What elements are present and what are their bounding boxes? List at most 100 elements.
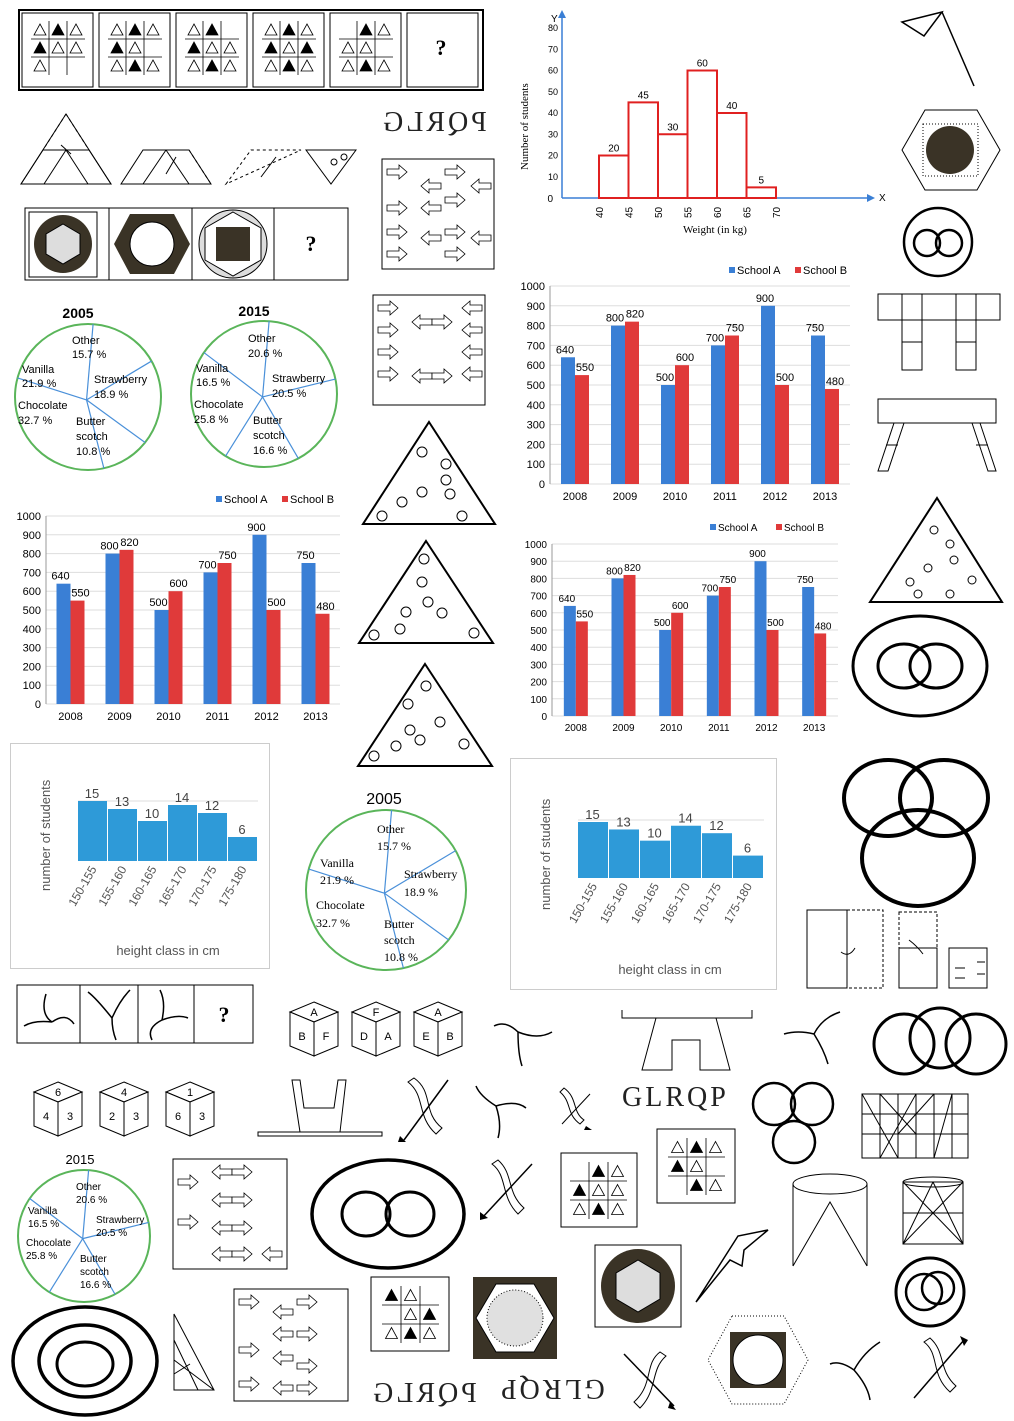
bar-value-label: 600: [672, 601, 689, 612]
bar-value-label: 13: [115, 794, 129, 809]
pie-label: scotch: [253, 430, 285, 442]
x-tick-label: 170-175: [690, 880, 724, 925]
legend-label: School B: [784, 523, 824, 534]
pie-label: 21.9 %: [320, 873, 354, 887]
bar-school-a: [811, 335, 825, 484]
triangle-icon: [610, 1164, 625, 1177]
pie-slice-divider: [383, 810, 393, 894]
circle-hexagon-box: [594, 1244, 682, 1328]
triangle-icon: [377, 59, 391, 72]
bar-value-label: 45: [638, 90, 650, 101]
bar-value-label: 640: [556, 344, 574, 356]
bar-school-b: [675, 365, 689, 484]
three-circles-chain: [872, 1006, 1008, 1076]
x-tick-label: 175-180: [215, 863, 249, 908]
arrow-icon: [386, 224, 408, 240]
dotted-triangle-1: [361, 420, 497, 525]
x-tick-label: 165-170: [659, 880, 693, 925]
y-tick-label: 400: [530, 643, 547, 654]
bar-school-a: [203, 572, 218, 704]
triangle-icon: [572, 1183, 587, 1196]
pie-chart-2015-small: 2015 Other 20.6 % Vanilla 16.5 % Strawbe…: [190, 303, 338, 468]
shape-question-mark: ?: [306, 231, 317, 256]
pie-chart-2005-small: 2005 Other 15.7 % Vanilla 21.9 % Strawbe…: [14, 305, 162, 471]
die-label: A: [384, 1031, 392, 1043]
triangle-icon: [187, 41, 201, 54]
pie-slice-divider: [86, 360, 152, 401]
bar-value-label: 480: [826, 376, 844, 388]
bar-school-b: [814, 633, 827, 716]
triangle-icon: [572, 1202, 587, 1215]
die-label: A: [434, 1007, 442, 1019]
y-axis-title: number of students: [538, 798, 553, 910]
bar-value-label: 800: [100, 541, 118, 553]
bar-value-label: 500: [656, 372, 674, 384]
histogram-bar: [609, 829, 639, 878]
pie-slice-divider: [308, 868, 385, 894]
pie-chart-2015-bottom: 2015 Other 20.6 % Vanilla 16.5 % Strawbe…: [17, 1152, 151, 1303]
pie-slice-divider: [225, 396, 264, 457]
bar-school-b: [315, 613, 330, 704]
arrow-icon: [211, 1220, 233, 1236]
histogram-bar: [733, 855, 763, 878]
bar-value-label: 900: [749, 549, 766, 560]
pie-label: Chocolate: [194, 399, 244, 411]
height-histogram-1: 15150-15513155-16010160-16514165-1701217…: [38, 779, 258, 958]
triangle-icon: [264, 41, 278, 54]
bar-school-a: [563, 605, 576, 716]
triangle-icon: [670, 1159, 685, 1172]
arrow-icon: [296, 1294, 318, 1310]
pie-label: 20.6 %: [248, 348, 282, 360]
bar-value-label: 13: [616, 814, 630, 829]
pie-label: Chocolate: [18, 400, 68, 412]
arrow-icon: [211, 1246, 233, 1262]
y-tick-label: 100: [530, 695, 547, 706]
x-tick-label: 2008: [565, 723, 588, 734]
x-tick-label: 2010: [156, 711, 180, 723]
dotted-triangle-2: [357, 539, 495, 644]
bar-value-label: 750: [218, 550, 236, 562]
triangle-icon: [33, 41, 47, 54]
bar-value-label: 700: [706, 332, 724, 344]
y-tick-label: 100: [527, 459, 545, 471]
triangle-icon: [282, 41, 296, 54]
triangle-icon: [689, 1159, 704, 1172]
bar-value-label: 820: [120, 537, 138, 549]
bar-value-label: 500: [767, 618, 784, 629]
pie-slice-divider: [17, 377, 87, 401]
pie-label: Vanilla: [320, 856, 355, 870]
x-tick-label: 2012: [763, 491, 787, 503]
triangle-icon: [422, 1326, 437, 1339]
x-tick-label: 2008: [58, 711, 82, 723]
cube-diagonals-figure: [902, 1176, 964, 1245]
bar-school-b: [725, 335, 739, 484]
school-bar-chart-2: 0100200300400500600700800900100020086405…: [17, 494, 340, 723]
propeller-sequence-boxes: ?: [16, 984, 254, 1044]
bar-school-b: [775, 385, 789, 484]
die-label: 6: [55, 1087, 61, 1099]
arrow-icon: [377, 344, 399, 360]
y-tick-label: 300: [530, 660, 547, 671]
triangle-icon: [384, 1326, 399, 1339]
arrow-icon: [420, 200, 442, 216]
bar-value-label: 600: [169, 578, 187, 590]
x-tick-label: 50: [654, 206, 665, 218]
x-tick-label: 2011: [206, 711, 230, 723]
arrow-icon: [296, 1358, 318, 1374]
bar-value-label: 15: [585, 807, 599, 822]
y-tick-label: 700: [530, 592, 547, 603]
pie-label: scotch: [384, 933, 415, 947]
x-tick-label: 2009: [107, 711, 131, 723]
triangle-icon: [670, 1140, 685, 1153]
pie-label: 16.6 %: [253, 445, 287, 457]
arrow-icon: [411, 368, 433, 384]
bar-school-a: [154, 610, 169, 704]
pie-label: Other: [72, 335, 100, 347]
crossing-arrows-5: [623, 1351, 676, 1410]
pie-label: 21.9 %: [22, 378, 56, 390]
propeller-option-1: [493, 1023, 553, 1067]
word-glrqp: GLRQP: [622, 1082, 729, 1113]
y-tick-label: 900: [23, 530, 41, 542]
table-figure-2: [877, 398, 997, 472]
triangle-icon: [591, 1202, 606, 1215]
